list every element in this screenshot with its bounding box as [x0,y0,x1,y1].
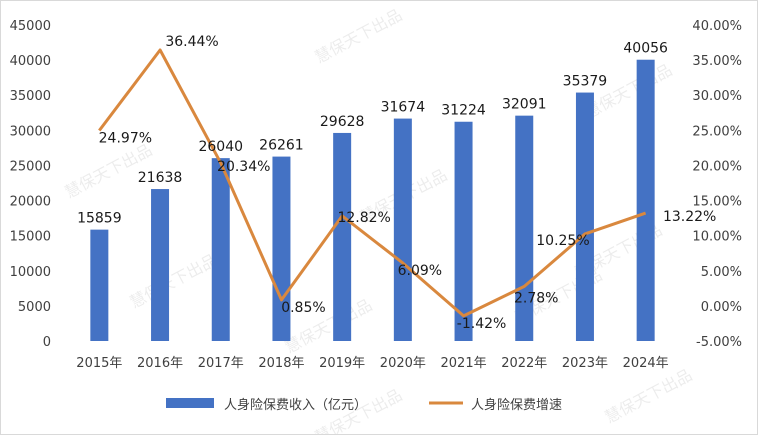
bar [211,158,230,341]
bar-value-label: 31674 [381,100,426,116]
x-tick-label: 2022年 [501,356,547,371]
line-value-label: 10.25% [536,233,589,249]
left-tick-label: 45000 [10,19,51,34]
right-tick-label: 10.00% [692,230,742,245]
line-value-label: 20.34% [217,159,270,175]
x-tick-label: 2018年 [258,356,304,371]
right-tick-label: -5.00% [696,335,742,350]
watermark-text: 慧保天下出品 [312,5,406,67]
bar [393,118,412,342]
legend: 人身险保费收入（亿元） 人身险保费增速 [166,397,562,413]
x-tick-label: 2016年 [137,356,183,371]
bar [90,229,109,341]
right-tick-label: 15.00% [692,195,742,210]
left-tick-label: 5000 [18,300,51,315]
left-tick-label: 10000 [10,265,51,280]
line-value-label: 13.22% [663,209,716,225]
bar-value-label: 40056 [623,41,668,57]
bar-value-label: 32091 [502,97,547,113]
left-tick-label: 25000 [10,159,51,174]
right-tick-label: 30.00% [692,89,742,104]
bar-value-label: 21638 [138,170,183,186]
left-tick-label: 40000 [10,54,51,69]
right-tick-label: 40.00% [692,19,742,34]
line-value-label: 6.09% [398,263,442,279]
x-axis: 2015年 2016年 2017年 2018年 2019年 2020年 2021年 2022年… [76,356,668,371]
line-value-label: 36.44% [165,34,218,50]
x-tick-label: 2023年 [562,356,608,371]
bar [151,189,170,341]
legend-line-label: 人身险保费增速 [471,397,562,413]
left-tick-label: 30000 [10,124,51,139]
bar-value-label: 35379 [563,74,608,90]
line-value-label: 2.78% [514,290,558,306]
growth-line [98,48,647,318]
line-value-label: 24.97% [99,131,152,147]
left-axis: 0 5000 10000 15000 20000 25000 30000 35000 40000… [10,19,51,350]
bar-data-labels: 15859 21638 26040 26261 29628 31674 31224 32091… [77,41,668,227]
right-axis: -5.00% 0.00% 5.00% 10.00% 15.00% 20.00% 25.00%… [692,19,742,350]
watermark-text: 慧保天下出品 [582,60,676,122]
left-tick-label: 35000 [10,89,51,104]
bar-value-label: 26261 [259,138,304,154]
right-tick-label: 5.00% [701,265,742,280]
bar-value-label: 31224 [441,103,486,119]
bar-value-label: 26040 [198,139,243,155]
bar-series [90,59,655,342]
x-tick-label: 2024年 [623,356,669,371]
x-tick-label: 2017年 [198,356,244,371]
bar-value-label: 15859 [77,211,122,227]
legend-bar-label: 人身险保费收入（亿元） [224,397,367,413]
left-tick-label: 20000 [10,195,51,210]
line-value-label: 12.82% [337,210,390,226]
x-tick-label: 2021年 [441,356,487,371]
right-tick-label: 0.00% [701,300,742,315]
bar-value-label: 29628 [320,114,365,130]
legend-bar-swatch [166,398,214,408]
right-tick-label: 25.00% [692,124,742,139]
bar [454,121,473,342]
bar [515,115,534,341]
right-tick-label: 20.00% [692,159,742,174]
line-value-label: -1.42% [457,316,507,332]
line-series [98,48,647,318]
watermark-text: 慧保天下出品 [602,365,696,427]
watermark-text: 慧保天下出品 [127,250,221,312]
bar [333,132,352,341]
x-tick-label: 2020年 [380,356,426,371]
bar [636,59,655,341]
bar [575,92,594,342]
right-tick-label: 35.00% [692,54,742,69]
left-tick-label: 0 [43,335,51,350]
line-value-label: 0.85% [281,300,325,316]
x-tick-label: 2019年 [319,356,365,371]
x-tick-label: 2015年 [76,356,122,371]
left-tick-label: 15000 [10,230,51,245]
line-data-labels: 24.97% 36.44% 20.34% 0.85% 12.82% 6.09% -1.42%… [99,34,717,332]
